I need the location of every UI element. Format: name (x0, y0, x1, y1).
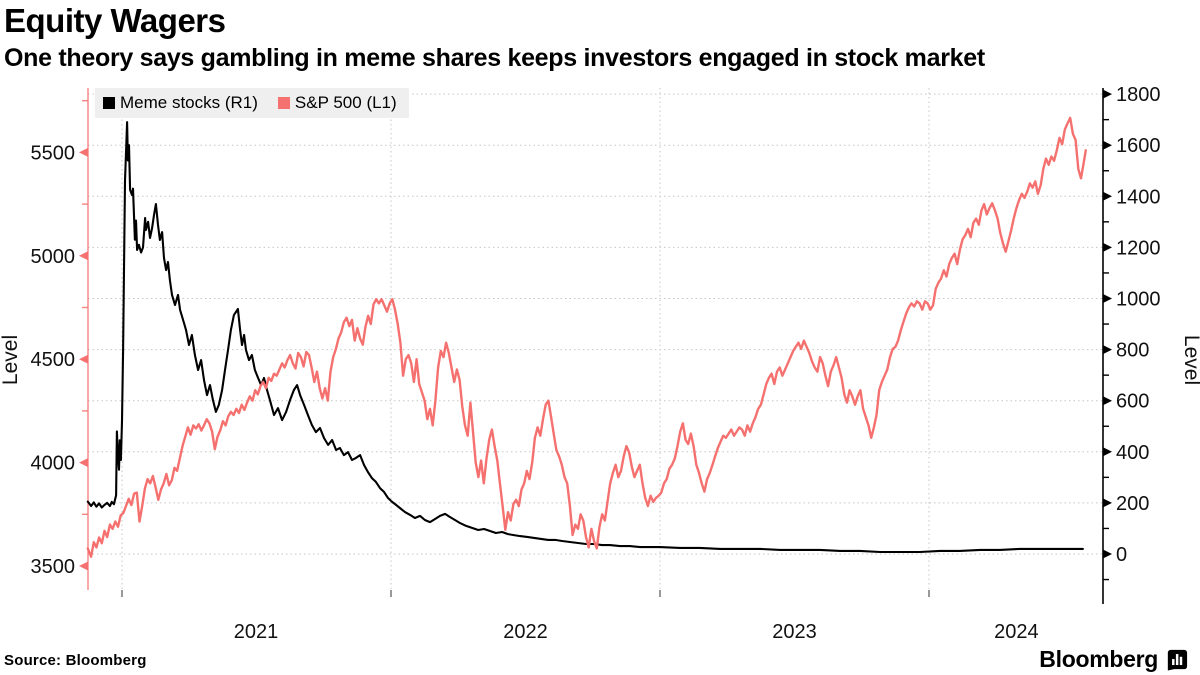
right-axis-tick-arrow (1103, 140, 1112, 150)
bloomberg-wordmark: Bloomberg (1039, 646, 1158, 672)
right-axis-tick-label: 1400 (1116, 186, 1161, 208)
right-axis-tick-arrow (1103, 242, 1112, 252)
x-axis-year-label: 2023 (772, 621, 817, 643)
series-line-sp500 (86, 116, 1088, 558)
right-axis-title: Level (1180, 335, 1200, 385)
sp500-swatch-icon (277, 97, 290, 109)
right-axis-tick-arrow (1103, 294, 1112, 303)
right-axis-tick-label: 200 (1116, 493, 1149, 515)
right-axis-tick-label: 0 (1116, 544, 1127, 566)
left-axis-tick-arrow (79, 251, 88, 261)
right-axis-tick-label: 600 (1116, 391, 1149, 413)
left-axis-tick-arrow (79, 561, 88, 571)
legend-label: Meme stocks (R1) (120, 93, 258, 112)
source-attribution: Source: Bloomberg (4, 652, 147, 669)
left-axis-tick-label: 5500 (31, 142, 76, 164)
page-title: Equity Wagers (4, 2, 226, 39)
x-axis-year-label: 2021 (234, 621, 279, 643)
right-axis-tick-arrow (1103, 89, 1112, 99)
left-axis-tick-label: 4500 (31, 349, 76, 371)
left-axis-tick-label: 4000 (31, 453, 76, 475)
right-axis-tick-arrow (1103, 396, 1112, 406)
x-axis-year-label: 2022 (503, 621, 548, 643)
left-axis-tick-label: 5000 (31, 246, 76, 268)
left-axis-tick-arrow (79, 354, 88, 364)
meme-stocks-swatch-icon (103, 97, 115, 109)
right-axis-tick-label: 800 (1116, 340, 1149, 362)
chart-legend: Meme stocks (R1) S&P 500 (L1) (95, 88, 409, 118)
bloomberg-brand: Bloomberg (1039, 646, 1188, 673)
right-axis-tick-label: 1200 (1116, 237, 1161, 259)
page-subtitle: One theory says gambling in meme shares … (4, 44, 985, 72)
left-axis-tick-arrow (79, 147, 88, 157)
legend-item-meme-stocks: Meme stocks (R1) (103, 93, 258, 113)
x-axis-year-label: 2024 (994, 621, 1039, 643)
right-axis-tick-label: 1000 (1116, 289, 1161, 311)
right-axis-tick-arrow (1103, 191, 1112, 201)
right-axis-tick-label: 1600 (1116, 135, 1161, 157)
right-axis-tick-arrow (1103, 549, 1112, 559)
legend-item-sp500: S&P 500 (L1) (277, 93, 397, 113)
right-axis-tick-arrow (1103, 498, 1112, 508)
left-axis-tick-arrow (79, 458, 88, 468)
left-axis-tick-label: 3500 (31, 556, 76, 578)
bloomberg-logo-icon (1167, 649, 1188, 671)
right-axis-tick-arrow (1103, 345, 1112, 355)
series-line-meme-stocks (86, 121, 1084, 554)
right-axis-tick-arrow (1103, 447, 1112, 457)
right-axis-tick-label: 400 (1116, 442, 1149, 464)
right-axis-tick-label: 1800 (1116, 84, 1161, 106)
left-axis-title: Level (0, 335, 22, 385)
legend-label: S&P 500 (L1) (294, 93, 397, 112)
